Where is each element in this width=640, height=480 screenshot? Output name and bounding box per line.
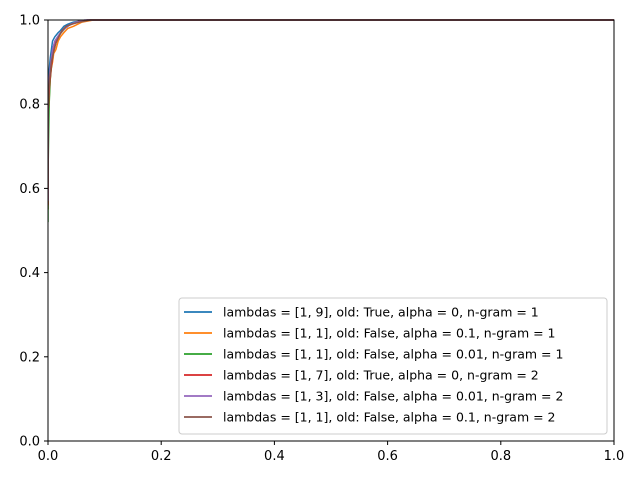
- axes-layer: 0.0 0.2 0.4 0.6 0.8 1.0 0.0 0.2 0.4 0.6 0.8 1.0: [19, 14, 624, 465]
- y-tick-label: 0.0: [19, 435, 40, 450]
- series-line-6: [48, 19, 614, 189]
- x-tick-label: 0.4: [264, 449, 285, 464]
- series-layer: [48, 19, 614, 223]
- legend-box: [178, 297, 608, 435]
- legend-label-3: lambdas = [1, 1], old: False, alpha = 0.…: [223, 347, 563, 362]
- x-tick-label: 0.0: [38, 449, 59, 464]
- y-tick-label: 0.2: [19, 350, 40, 365]
- plot-frame: [47, 19, 615, 442]
- legend-label-5: lambdas = [1, 3], old: False, alpha = 0.…: [223, 389, 563, 404]
- legend-label-2: lambdas = [1, 1], old: False, alpha = 0.…: [223, 326, 556, 341]
- x-tick-label: 0.2: [151, 449, 172, 464]
- y-tick-label: 0.6: [19, 182, 40, 197]
- legend-label-6: lambdas = [1, 1], old: False, alpha = 0.…: [223, 410, 556, 425]
- x-tick-label: 1.0: [604, 449, 625, 464]
- legend-label-1: lambdas = [1, 9], old: True, alpha = 0, …: [223, 305, 539, 320]
- y-tick-label: 0.8: [19, 98, 40, 113]
- legend-label-4: lambdas = [1, 7], old: True, alpha = 0, …: [223, 368, 539, 383]
- y-tick-label: 1.0: [19, 14, 40, 29]
- y-tick-label: 0.4: [19, 266, 40, 281]
- x-tick-label: 0.8: [490, 449, 511, 464]
- legend: lambdas = [1, 9], old: True, alpha = 0, …: [178, 297, 608, 435]
- x-tick-label: 0.6: [377, 449, 398, 464]
